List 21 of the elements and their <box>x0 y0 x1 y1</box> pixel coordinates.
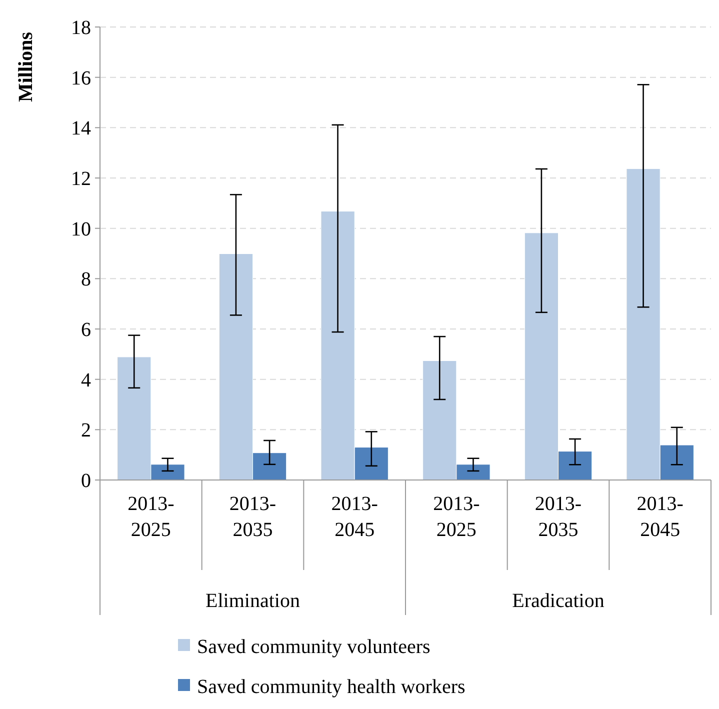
y-tick-label: 2 <box>81 420 91 442</box>
legend-label: Saved community health workers <box>197 676 466 698</box>
text: Elimination <box>206 590 300 612</box>
x-tick-label: 2013-2045 <box>636 493 684 541</box>
y-axis-title: Millions <box>15 32 37 102</box>
y-tick-label: 18 <box>71 17 91 39</box>
legend-label: Saved community volunteers <box>197 636 431 658</box>
y-tick-label: 6 <box>81 319 91 341</box>
y-tick-label: 14 <box>71 118 91 140</box>
y-tick-label: 8 <box>81 268 91 291</box>
x-tick-label: 2013-2035 <box>229 493 276 541</box>
y-tick-label: 0 <box>81 470 91 492</box>
x-tick-label: 2013-2045 <box>331 493 378 541</box>
y-tick-label: 12 <box>71 168 91 190</box>
x-tick-label: 2013-2025 <box>433 493 480 541</box>
text: Eradication <box>512 590 604 612</box>
y-tick-label: 10 <box>71 218 91 240</box>
x-tick-label: 2013-2025 <box>128 493 174 541</box>
y-tick-label: 4 <box>81 369 91 392</box>
x-tick-label: 2013-2035 <box>534 493 582 541</box>
y-tick-label: 16 <box>71 67 91 90</box>
